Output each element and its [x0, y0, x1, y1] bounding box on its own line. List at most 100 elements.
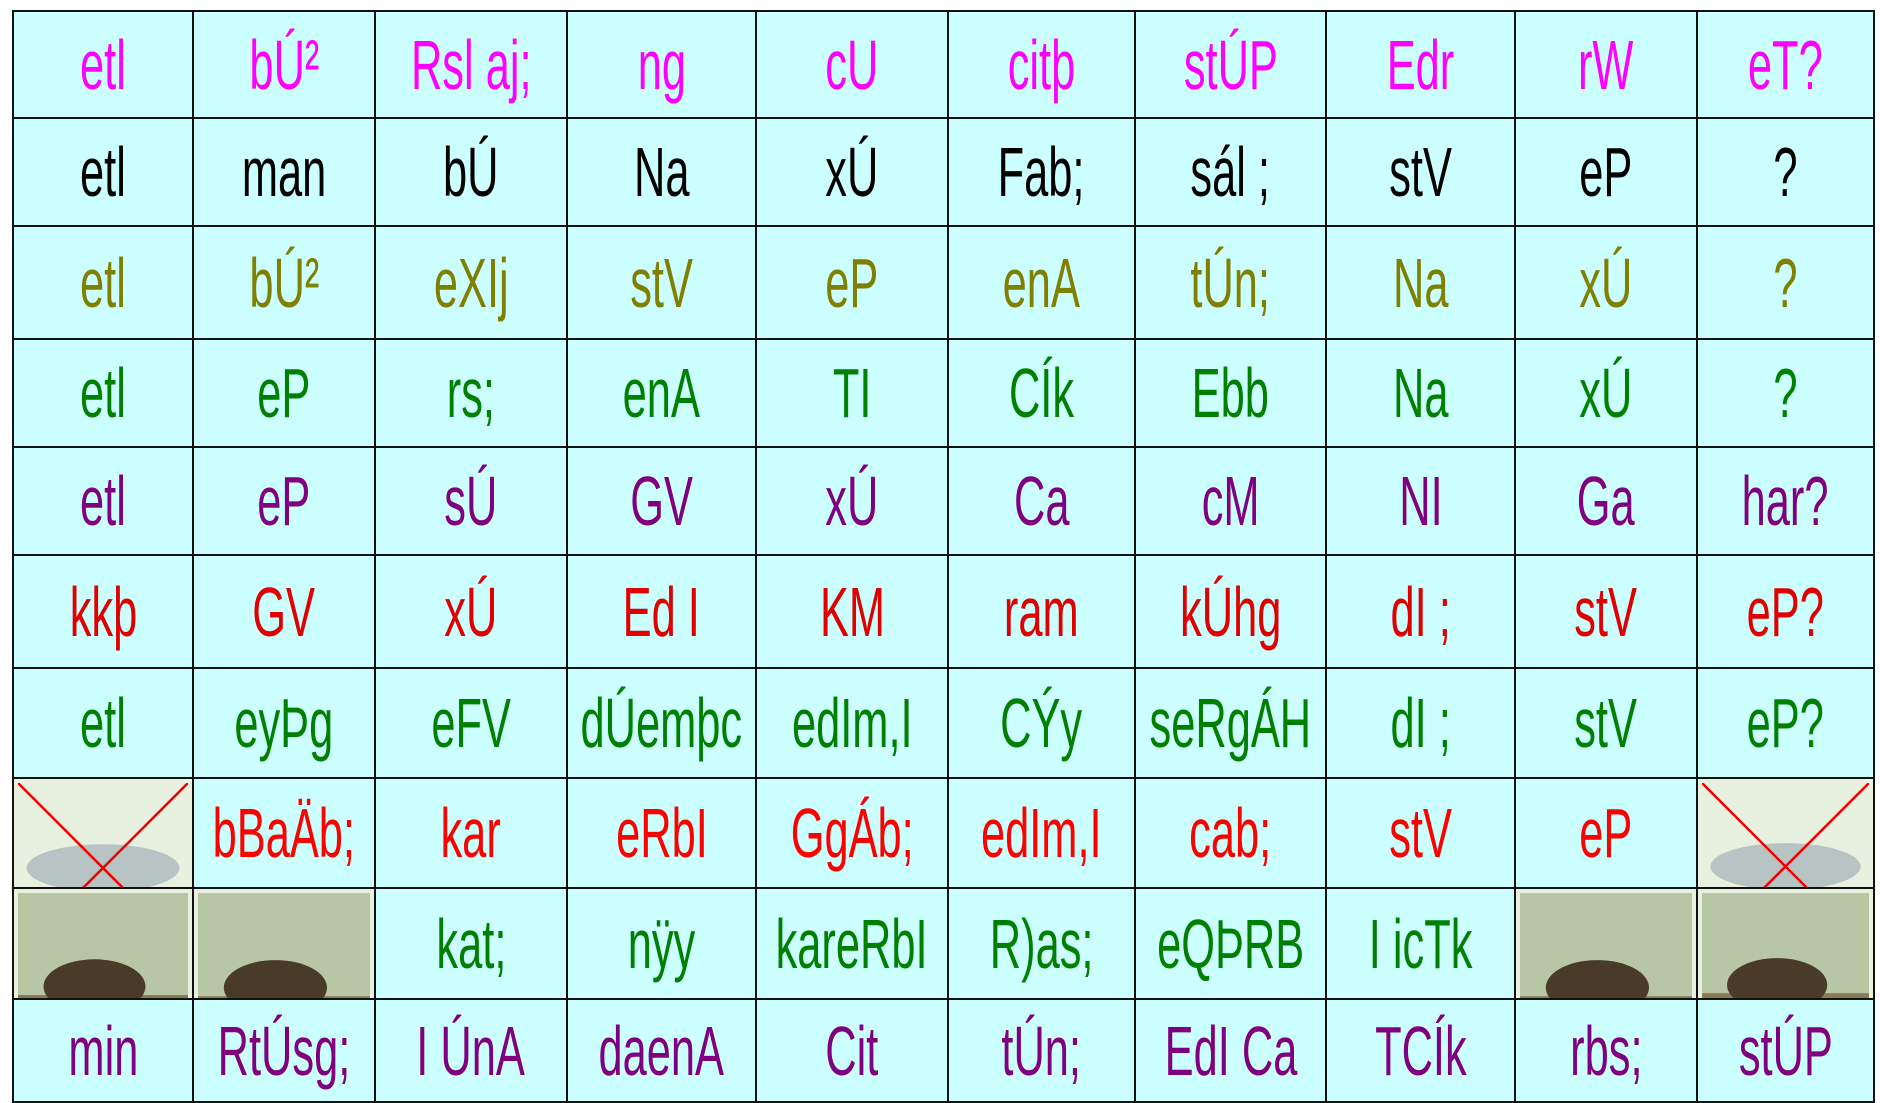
cell-text: xÚ: [444, 572, 498, 651]
cell-text: min: [68, 1011, 138, 1090]
table-cell: eP: [755, 225, 949, 340]
cell-text: stV: [630, 243, 693, 322]
cell-text: bÚ: [443, 133, 499, 211]
table-cell: eP: [1514, 777, 1698, 889]
table-cell: Na: [566, 117, 757, 227]
cell-text: bÚ²: [249, 25, 319, 104]
table-cell: kÚhg: [1134, 554, 1327, 669]
cell-text: bBaÄb;: [212, 794, 356, 872]
cell-text: cab;: [1189, 794, 1272, 872]
cell-text: man: [241, 133, 327, 211]
table-cell: stÚP: [1134, 10, 1327, 119]
cell-text: Fab;: [998, 133, 1085, 211]
cell-text: xÚ: [1579, 354, 1633, 432]
cell-text: dI ;: [1390, 684, 1451, 762]
table-cell: xÚ: [755, 446, 949, 556]
cell-text: I icTk: [1368, 904, 1473, 983]
cell-text: seRgÁH: [1149, 684, 1312, 762]
table-cell: etl: [12, 117, 194, 227]
cell-text: xÚ: [825, 133, 879, 211]
table-cell: eP: [1514, 117, 1698, 227]
cell-text: etl: [80, 354, 126, 432]
table-cell: nÿy: [566, 887, 757, 1000]
table-cell: RtÚsg;: [192, 998, 376, 1103]
cell-text: eP?: [1746, 684, 1825, 762]
table-cell: enA: [566, 338, 757, 448]
table-cell: etl: [12, 225, 194, 340]
table-cell: stV: [1325, 117, 1516, 227]
table-cell: eP?: [1696, 554, 1875, 669]
table-cell: etl: [12, 10, 194, 119]
table-cell: seRgÁH: [1134, 667, 1327, 779]
cell-text: Cit: [825, 1011, 879, 1090]
cell-text: edIm,I: [981, 794, 1102, 872]
cell-text: I ÚnA: [416, 1011, 526, 1090]
cell-text: enA: [1002, 243, 1081, 322]
table-cell: dI ;: [1325, 554, 1516, 669]
illustration: [198, 893, 370, 998]
illustration: [1520, 893, 1692, 998]
cell-text: etl: [80, 684, 126, 762]
cell-text: cU: [825, 25, 879, 104]
cell-text: tÚn;: [1190, 243, 1271, 322]
table-cell: etl: [12, 338, 194, 448]
table-cell: sál ;: [1134, 117, 1327, 227]
table-cell: cab;: [1134, 777, 1327, 889]
table-cell: xÚ: [1514, 338, 1698, 448]
table-cell: [1696, 777, 1875, 889]
cell-text: kar: [440, 794, 502, 872]
cell-text: eyÞg: [234, 684, 334, 762]
cell-text: stÚP: [1183, 25, 1278, 104]
table-cell: ?: [1696, 225, 1875, 340]
table-cell: EdI Ca: [1134, 998, 1327, 1103]
table-cell: Na: [1325, 338, 1516, 448]
cell-text: sál ;: [1190, 133, 1271, 211]
cell-text: dI ;: [1390, 572, 1451, 651]
table-cell: xÚ: [755, 117, 949, 227]
cell-text: har?: [1742, 462, 1829, 540]
cell-text: etl: [80, 243, 126, 322]
cell-text: daenA: [598, 1011, 725, 1090]
table-cell: bÚ²: [192, 10, 376, 119]
cell-text: eP?: [1746, 572, 1825, 651]
table-cell: Ga: [1514, 446, 1698, 556]
table-cell: eT?: [1696, 10, 1875, 119]
cell-text: KM: [819, 572, 885, 651]
table-cell: tÚn;: [1134, 225, 1327, 340]
table-cell: GV: [566, 446, 757, 556]
table-cell: xÚ: [374, 554, 568, 669]
cell-text: GV: [630, 462, 693, 540]
cell-text: ng: [637, 25, 686, 104]
table-cell: etl: [12, 667, 194, 779]
cell-text: TCÍk: [1374, 1011, 1467, 1090]
table-cell: stÚP: [1696, 998, 1875, 1103]
cell-text: edIm,I: [791, 684, 913, 762]
cell-text: rs;: [446, 354, 496, 432]
table-cell: Ebb: [1134, 338, 1327, 448]
cell-text: GgÁb;: [790, 794, 914, 872]
table-cell: kareRbI: [755, 887, 949, 1000]
table-cell: kat;: [374, 887, 568, 1000]
table-cell: eP: [192, 338, 376, 448]
cell-text: NI: [1398, 462, 1443, 540]
table-cell: Edr: [1325, 10, 1516, 119]
table-cell: R)as;: [947, 887, 1136, 1000]
table-cell: eFV: [374, 667, 568, 779]
table-cell: eQÞRB: [1134, 887, 1327, 1000]
cell-text: Ebb: [1191, 354, 1270, 432]
table-cell: TCÍk: [1325, 998, 1516, 1103]
cell-text: eP: [257, 354, 311, 432]
cell-text: cM: [1201, 462, 1260, 540]
table-cell: GgÁb;: [755, 777, 949, 889]
cell-text: eP: [1579, 133, 1633, 211]
table-cell: CÍk: [947, 338, 1136, 448]
cell-text: nÿy: [627, 904, 696, 983]
cell-text: CÍk: [1008, 354, 1075, 432]
cell-text: etl: [80, 133, 126, 211]
table-cell: Cit: [755, 998, 949, 1103]
cell-text: tÚn;: [1001, 1011, 1082, 1090]
table-cell: ram: [947, 554, 1136, 669]
cell-text: stV: [1574, 572, 1638, 651]
cell-text: stÚP: [1738, 1011, 1833, 1090]
table-cell: Rsl aj;: [374, 10, 568, 119]
